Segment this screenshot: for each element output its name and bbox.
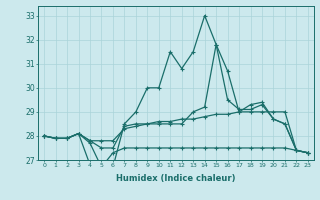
X-axis label: Humidex (Indice chaleur): Humidex (Indice chaleur): [116, 174, 236, 183]
